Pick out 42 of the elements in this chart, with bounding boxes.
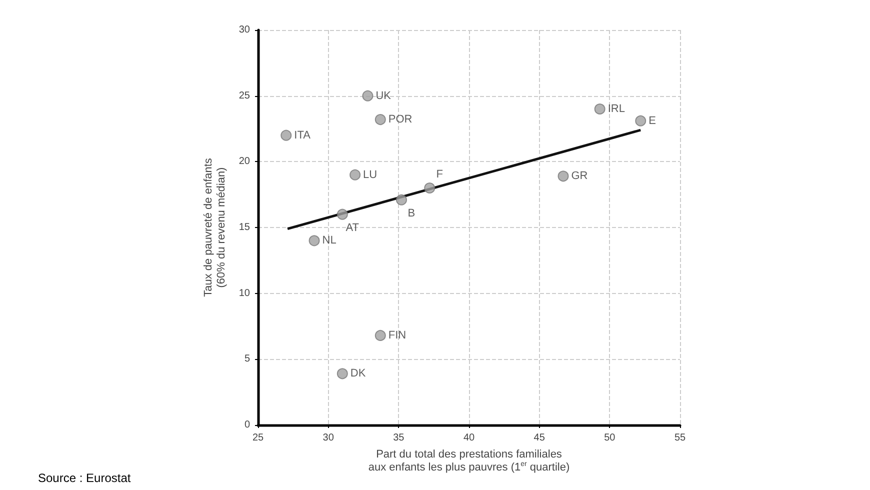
- y-tick-label: 0: [244, 420, 250, 430]
- point: [558, 170, 569, 182]
- annotation: DK: [350, 368, 366, 380]
- x-tick-label: 45: [534, 432, 546, 444]
- x-tick-label: 35: [393, 432, 405, 444]
- annotation: FIN: [388, 329, 406, 342]
- point: [350, 169, 361, 180]
- x-tick-label: 30: [322, 432, 334, 444]
- annotation: ITA: [294, 129, 312, 142]
- annotation: LU: [363, 168, 378, 181]
- point: [374, 330, 386, 341]
- source-note: Source : Eurostat: [38, 471, 132, 485]
- y-tick-label: 20: [238, 156, 250, 168]
- y-axis-title: Taux de pauvreté de enfants (60% du revenu médian): [202, 158, 228, 297]
- point: [362, 90, 374, 102]
- annotation: GR: [571, 170, 588, 182]
- y-tick-label: 5: [244, 354, 250, 365]
- annotation: UK: [376, 90, 392, 102]
- point: [594, 104, 606, 114]
- annotation: B: [408, 207, 416, 220]
- y-tick-label: 15: [238, 222, 250, 233]
- annotation: POR: [388, 114, 412, 126]
- point: [280, 130, 292, 141]
- point: [374, 114, 386, 126]
- point: [336, 368, 348, 380]
- annotation: AT: [346, 222, 360, 234]
- point: [336, 208, 348, 220]
- point: [308, 235, 320, 246]
- point: [396, 194, 407, 206]
- x-tick-label: 40: [463, 432, 475, 444]
- x-tick-label: 50: [604, 432, 616, 444]
- y-tick-label: 30: [238, 24, 250, 36]
- annotation: NL: [322, 234, 336, 247]
- annotation: IRL: [608, 103, 625, 115]
- y-tick-label: 25: [238, 90, 250, 102]
- annotation: F: [436, 168, 444, 180]
- point: [424, 182, 436, 194]
- annotation: E: [648, 114, 656, 127]
- y-tick-label: 10: [238, 288, 250, 299]
- point: [635, 115, 646, 126]
- x-tick-label: 25: [252, 432, 264, 444]
- x-tick-label: 55: [674, 432, 686, 444]
